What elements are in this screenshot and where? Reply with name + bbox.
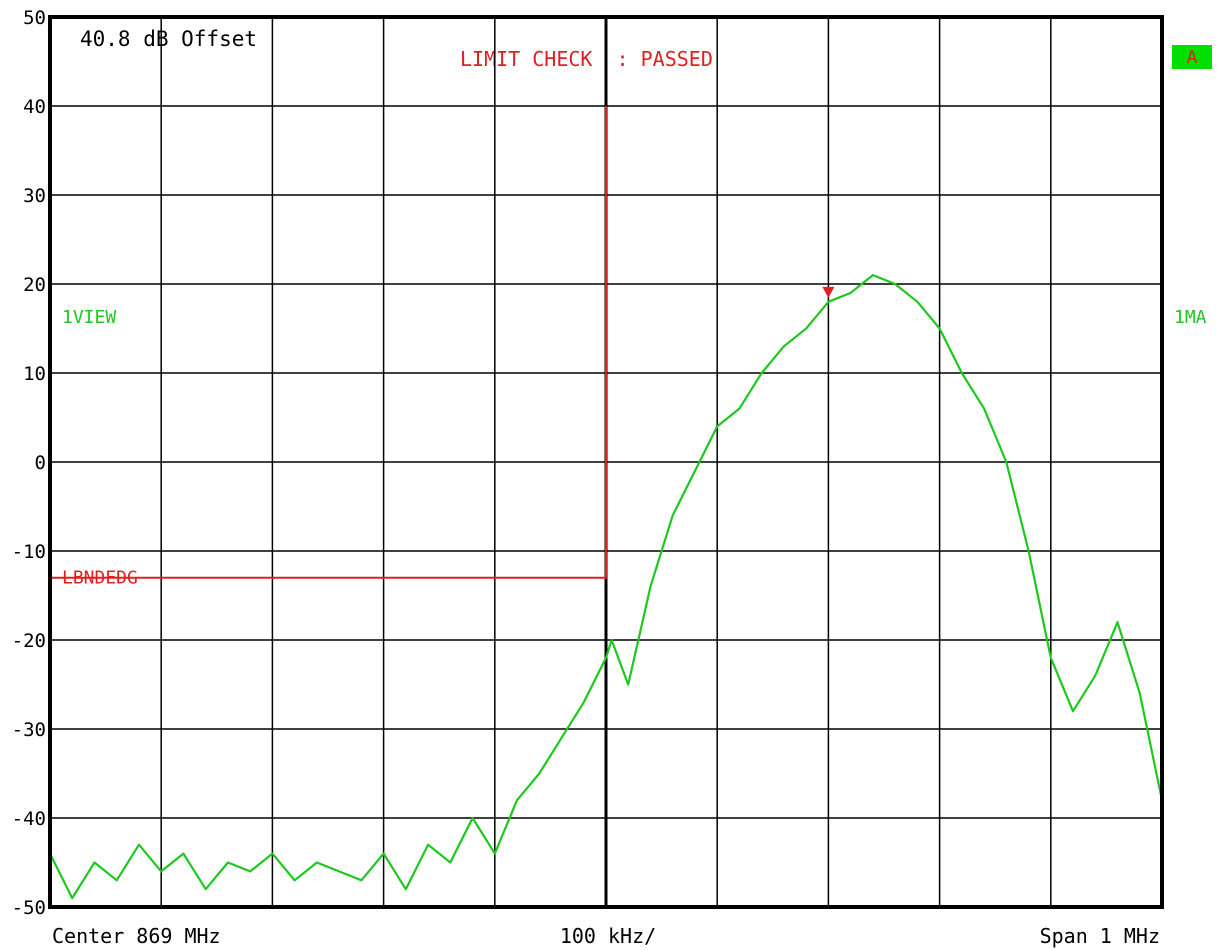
trace-point [1094,674,1097,677]
offset-label: 40.8 dB Offset [80,27,257,51]
trace-point [849,292,852,294]
trace-point [160,870,162,873]
trace-point [805,327,807,330]
trace-point [938,327,941,330]
trace-point [827,301,830,303]
plot-border [48,15,1164,909]
trace-point [516,799,518,801]
trace-point [182,852,185,855]
trace-point [783,345,785,348]
trace-point [204,888,207,890]
trace-point [93,861,96,864]
trace-point [227,861,229,864]
trace-point [271,852,274,855]
trace-point [382,852,385,855]
trace-point [760,372,763,374]
limit-line-label: LBNDEDG [62,568,138,589]
trace-point [293,879,296,882]
trace-point [405,888,407,890]
trace-point [560,737,563,739]
per-division-label: 100 kHz/ [560,924,656,948]
trace-point [115,879,118,882]
span-label: Span 1 MHz [1040,924,1160,948]
trace-point [71,897,74,899]
y-tick-label: 0 [35,452,46,474]
limit-line-group: LBNDEDG [50,106,607,589]
trace-point [538,772,541,775]
trace-point [582,701,585,704]
y-tick-label: -10 [12,541,46,563]
trace-a-badge [1172,45,1212,69]
trace-point [627,683,630,686]
y-tick-label: -20 [12,630,46,652]
trace-point [649,585,652,588]
trace-point [138,843,140,846]
limit-line-lbndedg [50,106,607,579]
trace-point [894,283,896,285]
trace-point [449,861,452,864]
trace-point [1027,550,1030,552]
limit-check-status: LIMIT CHECK : PASSED [460,47,713,71]
y-tick-label: -40 [12,808,46,830]
trace-point [471,817,474,819]
trace-point [671,514,674,517]
y-tick-label: -30 [12,719,46,741]
trace-point [360,879,363,882]
trace-point [1072,710,1074,712]
center-frequency-label: Center 869 MHz [52,924,221,948]
plot-frame [48,15,1164,909]
trace-line [49,274,1164,900]
trace-point [1116,621,1119,623]
y-tick-label: 40 [23,96,46,118]
trace-point [338,870,340,873]
trace-point [1138,692,1141,695]
trace-point [494,852,496,855]
y-tick-label: 30 [23,185,46,207]
y-tick-label: -50 [12,897,46,919]
y-tick-label: 10 [23,363,46,385]
trace-point [961,372,963,374]
trace-point [716,425,718,428]
trace-point [872,274,874,276]
trace-a-badge-label: A [1187,47,1198,68]
marker-group [822,286,835,298]
trace-view-label: 1VIEW [62,307,116,328]
trace-point [983,407,985,410]
trace-point [916,301,919,303]
trace-point [1005,461,1008,463]
trace-point [1050,657,1052,659]
trace-point [694,470,696,472]
trace-point [738,407,741,410]
trace-point [316,861,318,864]
y-tick-label: 50 [23,7,46,29]
trace-point [610,639,613,641]
peak-marker-icon [822,286,835,298]
trace-detector-label: 1MA [1174,307,1207,328]
trace-point [605,657,607,659]
trace-point [249,870,251,873]
trace-point [427,843,429,846]
y-axis-tick-labels: 50 40 30 20 10 0 -10 -20 -30 -40 -50 [12,7,46,919]
y-tick-label: 20 [23,274,46,296]
